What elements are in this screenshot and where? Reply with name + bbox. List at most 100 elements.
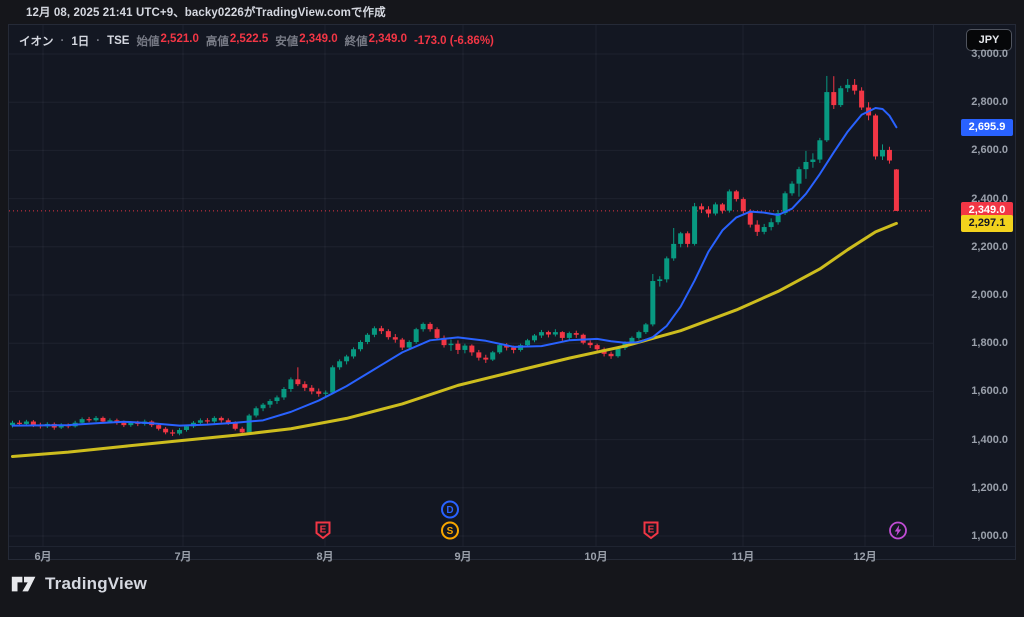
- candle-body: [434, 329, 440, 338]
- candle-body: [838, 88, 844, 106]
- price-tick-label: 1,800.0: [971, 337, 1008, 350]
- candle-body: [351, 349, 357, 357]
- exchange-label: TSE: [107, 35, 130, 47]
- candle-body: [260, 404, 266, 409]
- tradingview-logo-icon: [11, 576, 36, 592]
- candle-body: [163, 428, 169, 433]
- change-value: -173.0 (-6.86%): [413, 35, 494, 47]
- earnings-marker-1[interactable]: E: [314, 521, 332, 546]
- svg-text:E: E: [648, 525, 655, 536]
- candle-body: [532, 335, 537, 341]
- candle-body: [712, 204, 718, 214]
- attribution-text: 12月 08, 2025 21:41 UTC+9、backy0226がTradi…: [26, 7, 386, 19]
- candle-body: [253, 408, 259, 416]
- candle-body: [30, 421, 36, 426]
- candle-body: [177, 429, 183, 434]
- candle-body: [511, 347, 517, 350]
- candle-body: [10, 422, 15, 426]
- candle-body: [232, 422, 238, 429]
- currency-toggle-button[interactable]: JPY: [966, 29, 1012, 51]
- symbol-legend[interactable]: イオン · 1日 · TSE 始値 2,521.0 高値 2,522.5 安値 2,3…: [19, 33, 494, 49]
- candle-body: [650, 281, 656, 325]
- candle-body: [211, 417, 217, 422]
- candle-body: [699, 206, 705, 210]
- candle-body: [399, 339, 405, 348]
- ma-blue-line: [11, 106, 898, 427]
- price-tick-label: 1,400.0: [971, 433, 1008, 446]
- legend-separator-1: ·: [60, 35, 65, 47]
- candle-body: [643, 324, 649, 333]
- candle-body: [873, 115, 879, 157]
- attribution-bar: 12月 08, 2025 21:41 UTC+9、backy0226がTradi…: [0, 0, 1024, 24]
- candle-body: [504, 345, 510, 348]
- candle-body: [371, 328, 377, 335]
- candle-body: [170, 432, 176, 434]
- candle-body: [184, 426, 189, 430]
- candle-body: [427, 323, 433, 330]
- svg-text:S: S: [447, 526, 454, 537]
- candle-body: [378, 328, 384, 332]
- dividend-marker[interactable]: D: [440, 500, 460, 525]
- candle-body: [657, 279, 663, 282]
- candle-body: [58, 425, 64, 428]
- candle-body: [733, 191, 739, 200]
- candle-body: [538, 332, 544, 336]
- candle-body: [824, 92, 830, 141]
- candle-body: [107, 420, 113, 422]
- event-marker[interactable]: [888, 521, 908, 546]
- candle-body: [886, 149, 892, 161]
- candle-body: [462, 345, 468, 350]
- time-tick-label: 7月: [174, 551, 192, 563]
- candle-body: [267, 401, 273, 405]
- candle-body: [880, 149, 885, 157]
- price-tick-label: 1,600.0: [971, 385, 1008, 398]
- candle-body: [740, 199, 746, 212]
- candle-body: [246, 415, 252, 433]
- candle-body: [573, 333, 579, 335]
- candle-body: [754, 224, 760, 232]
- candle-body: [893, 169, 899, 211]
- candle-body: [323, 392, 329, 394]
- time-tick-label: 9月: [454, 551, 472, 563]
- legend-separator-2: ·: [96, 35, 101, 47]
- candle-body: [594, 345, 600, 350]
- candle-body: [747, 211, 753, 225]
- price-tick-label: 2,400.0: [971, 192, 1008, 205]
- ohlc-open: 始値 2,521.0: [136, 33, 199, 48]
- symbol-name[interactable]: イオン: [19, 36, 54, 48]
- candle-body: [239, 428, 245, 433]
- ma-yellow-value-badge: 2,297.1: [961, 214, 1013, 232]
- candle-body: [768, 222, 774, 228]
- split-marker[interactable]: S: [440, 521, 460, 546]
- candle-body: [309, 387, 315, 392]
- candle-body: [782, 193, 788, 214]
- candle-body: [726, 191, 732, 211]
- svg-text:D: D: [446, 505, 453, 516]
- chart-panel: イオン · 1日 · TSE 始値 2,521.0 高値 2,522.5 安値 2,3…: [8, 24, 1017, 563]
- ma-blue-value-badge: 2,695.9: [961, 118, 1013, 136]
- earnings-marker-2[interactable]: E: [642, 521, 660, 546]
- candle-body: [420, 323, 426, 330]
- candlestick-chart[interactable]: [9, 25, 933, 546]
- time-tick-label: 8月: [316, 551, 334, 563]
- candle-body: [566, 333, 572, 338]
- svg-text:E: E: [320, 525, 327, 536]
- candle-body: [497, 345, 503, 353]
- candle-body: [719, 204, 725, 211]
- candle-body: [406, 341, 412, 348]
- ohlc-close: 終値 2,349.0: [344, 33, 407, 48]
- candle-body: [330, 367, 336, 393]
- price-scale[interactable]: JPY 3,000.0 2,800.0 2,600.0 2,400.0 2,200.0 2…: [933, 25, 1017, 546]
- candle-body: [316, 391, 322, 394]
- candle-body: [803, 161, 809, 170]
- candle-body: [121, 422, 127, 426]
- tradingview-logo-link[interactable]: TradingView: [11, 574, 147, 594]
- candle-body: [295, 379, 301, 385]
- time-scale[interactable]: 6月 7月 8月 9月 10月 11月 12月: [9, 546, 1015, 563]
- candle-body: [358, 341, 363, 350]
- time-tick-label: 10月: [584, 551, 608, 563]
- chart-plot-area[interactable]: [9, 25, 933, 546]
- candle-body: [706, 209, 711, 214]
- interval-label[interactable]: 1日: [71, 36, 90, 48]
- time-tick-label: 11月: [731, 551, 755, 563]
